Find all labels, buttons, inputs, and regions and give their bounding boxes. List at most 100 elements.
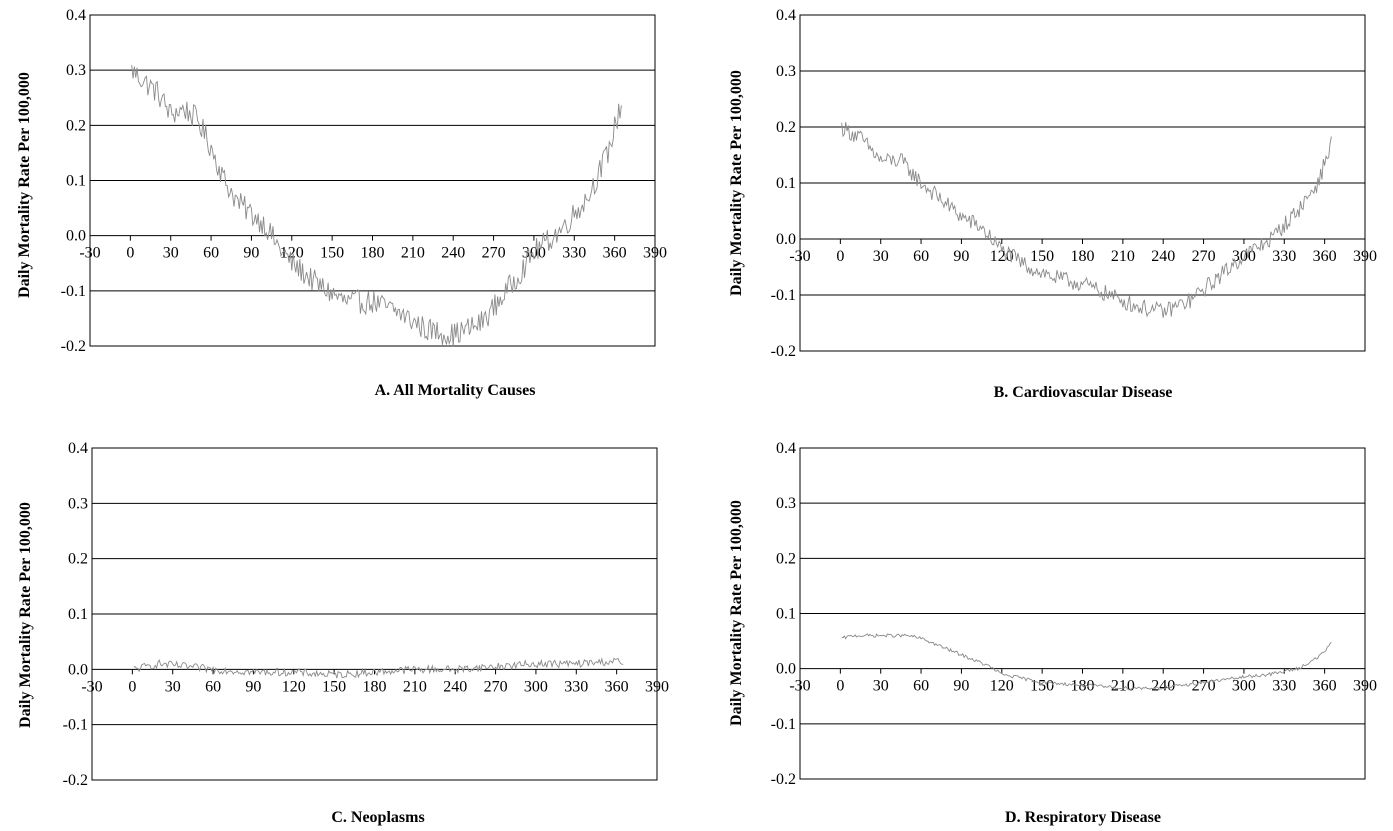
x-tick-label: 270 bbox=[484, 678, 508, 695]
y-tick-label: 0.2 bbox=[776, 119, 796, 136]
y-tick-label: 0.1 bbox=[66, 173, 86, 190]
x-tick-label: 30 bbox=[165, 678, 181, 695]
x-tick-label: 360 bbox=[1313, 248, 1337, 265]
x-tick-label: 150 bbox=[1030, 248, 1054, 265]
x-tick-label: 360 bbox=[1313, 678, 1337, 695]
y-tick-label: -0.2 bbox=[63, 772, 88, 789]
plot-frame bbox=[799, 14, 1366, 352]
series-line bbox=[131, 64, 622, 347]
x-tick-label: 0 bbox=[126, 245, 134, 262]
x-tick-label: 120 bbox=[280, 245, 304, 262]
y-tick-label: 0.2 bbox=[68, 551, 88, 568]
x-tick-label: 60 bbox=[913, 248, 929, 265]
y-tick-label: 0.4 bbox=[776, 7, 796, 24]
series-line bbox=[841, 633, 1332, 691]
y-tick-label: 0.1 bbox=[776, 606, 796, 623]
x-tick-label: 90 bbox=[245, 678, 261, 695]
x-tick-label: 90 bbox=[243, 245, 259, 262]
plot-frame bbox=[91, 447, 658, 781]
panel-caption: A. All Mortality Causes bbox=[375, 382, 536, 399]
y-tick-label: -0.2 bbox=[771, 771, 796, 788]
x-tick-label: 270 bbox=[1192, 248, 1216, 265]
x-tick-label: 180 bbox=[1071, 248, 1095, 265]
y-tick-label: -0.1 bbox=[771, 287, 796, 304]
panel-caption: B. Cardiovascular Disease bbox=[994, 384, 1173, 401]
x-tick-label: 300 bbox=[1232, 248, 1256, 265]
y-tick-label: 0.3 bbox=[776, 63, 796, 80]
plot-frame bbox=[89, 14, 656, 347]
y-axis-label: Daily Mortality Rate Per 100,000 bbox=[17, 502, 34, 728]
x-tick-label: 90 bbox=[953, 678, 969, 695]
x-tick-label: 60 bbox=[203, 245, 219, 262]
x-tick-label: 210 bbox=[1111, 248, 1135, 265]
y-tick-label: 0.0 bbox=[776, 661, 796, 678]
x-tick-label: 390 bbox=[1353, 248, 1377, 265]
x-tick-label: 360 bbox=[603, 245, 627, 262]
x-tick-label: 360 bbox=[605, 678, 629, 695]
y-axis-label: Daily Mortality Rate Per 100,000 bbox=[728, 70, 745, 296]
x-tick-label: 150 bbox=[1030, 678, 1054, 695]
y-tick-label: 0.1 bbox=[68, 606, 88, 623]
x-tick-label: 330 bbox=[1272, 678, 1296, 695]
chart-panel: -0.2-0.10.00.10.20.30.4-30 0 30 60 90 120 150 1… bbox=[728, 7, 1377, 401]
y-tick-label: 0.2 bbox=[66, 117, 86, 134]
x-tick-label: 330 bbox=[564, 678, 588, 695]
x-tick-label: 390 bbox=[643, 245, 667, 262]
y-tick-label: -0.2 bbox=[771, 343, 796, 360]
y-tick-label: -0.2 bbox=[61, 338, 86, 355]
x-tick-label: 300 bbox=[524, 678, 548, 695]
x-tick-label: -30 bbox=[81, 678, 102, 695]
x-tick-label: 150 bbox=[322, 678, 346, 695]
x-tick-label: 240 bbox=[1151, 678, 1175, 695]
x-tick-label: 270 bbox=[482, 245, 506, 262]
series-line bbox=[841, 121, 1332, 318]
y-tick-label: 0.0 bbox=[68, 661, 88, 678]
y-tick-label: 0.4 bbox=[68, 440, 88, 457]
x-tick-label: 300 bbox=[1232, 678, 1256, 695]
x-tick-label: 120 bbox=[990, 678, 1014, 695]
x-tick-label: 210 bbox=[403, 678, 427, 695]
x-tick-label: 390 bbox=[645, 678, 669, 695]
x-tick-label: -30 bbox=[79, 245, 100, 262]
x-tick-label: 240 bbox=[1151, 248, 1175, 265]
y-tick-label: -0.1 bbox=[63, 717, 88, 734]
panel-caption: D. Respiratory Disease bbox=[1005, 809, 1161, 826]
x-tick-label: -30 bbox=[789, 248, 810, 265]
y-tick-label: 0.4 bbox=[776, 440, 796, 457]
x-tick-label: 0 bbox=[128, 678, 136, 695]
x-tick-label: 330 bbox=[562, 245, 586, 262]
x-tick-label: 210 bbox=[1111, 678, 1135, 695]
x-tick-label: 120 bbox=[282, 678, 306, 695]
x-tick-label: 390 bbox=[1353, 678, 1377, 695]
x-tick-label: 30 bbox=[873, 248, 889, 265]
y-tick-label: 0.0 bbox=[776, 231, 796, 248]
y-tick-label: 0.3 bbox=[68, 495, 88, 512]
y-tick-label: 0.1 bbox=[776, 175, 796, 192]
y-tick-label: 0.0 bbox=[66, 228, 86, 245]
series-line bbox=[133, 657, 624, 679]
panel-caption: C. Neoplasms bbox=[331, 809, 424, 826]
y-axis-label: Daily Mortality Rate Per 100,000 bbox=[728, 500, 745, 726]
x-tick-label: -30 bbox=[789, 678, 810, 695]
y-tick-label: 0.2 bbox=[776, 550, 796, 567]
y-tick-label: 0.4 bbox=[66, 7, 86, 24]
y-axis-label: Daily Mortality Rate Per 100,000 bbox=[16, 72, 33, 298]
chart-panel: -0.2-0.10.00.10.20.30.4-30 0 30 60 90 120 150 1… bbox=[728, 440, 1377, 826]
x-tick-label: 210 bbox=[401, 245, 425, 262]
x-tick-label: 180 bbox=[363, 678, 387, 695]
y-tick-label: 0.3 bbox=[776, 495, 796, 512]
x-tick-label: 240 bbox=[441, 245, 465, 262]
y-tick-label: -0.1 bbox=[771, 716, 796, 733]
x-tick-label: 30 bbox=[873, 678, 889, 695]
chart-panel: -0.2-0.10.00.10.20.30.4-30 0 30 60 90 120 150 1… bbox=[16, 7, 667, 399]
chart-panel: -0.2 -0.1 0.0 0.1 0.2 0.3 0.4 -30 0 30 60 90 120 150 1… bbox=[17, 440, 669, 826]
y-tick-label: 0.3 bbox=[66, 62, 86, 79]
x-tick-label: 60 bbox=[205, 678, 221, 695]
x-tick-label: 60 bbox=[913, 678, 929, 695]
x-tick-label: 0 bbox=[836, 248, 844, 265]
x-tick-label: 180 bbox=[361, 245, 385, 262]
x-tick-label: 90 bbox=[953, 248, 969, 265]
x-tick-label: 240 bbox=[443, 678, 467, 695]
plot-frame bbox=[799, 447, 1366, 780]
